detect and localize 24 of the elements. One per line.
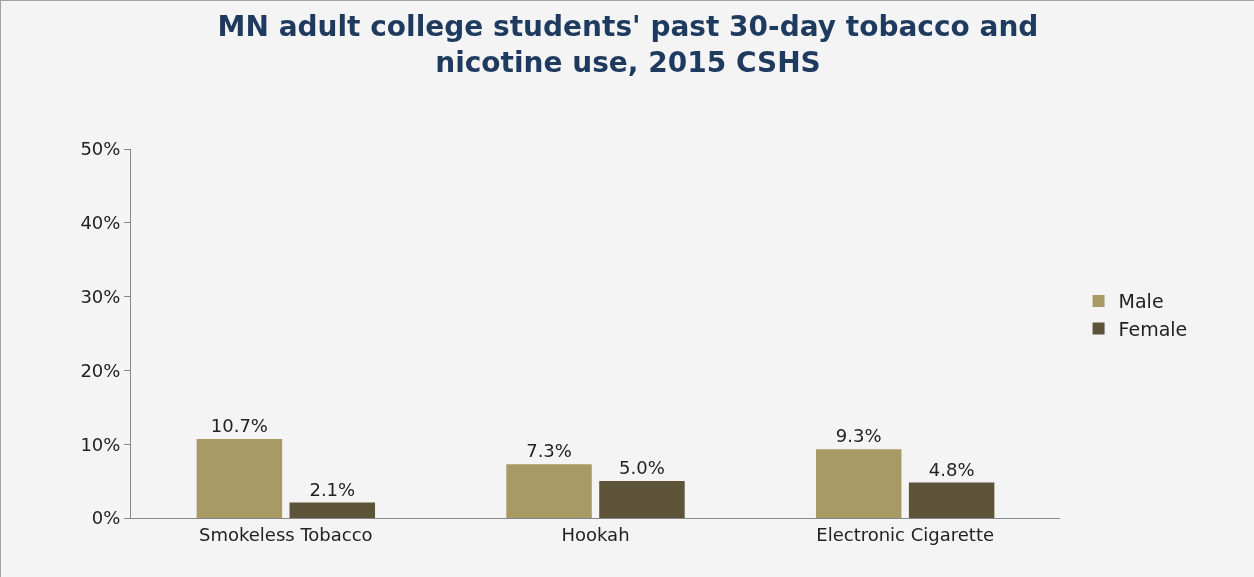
bar — [289, 502, 376, 518]
x-tick-label: Smokeless Tobacco — [199, 523, 373, 545]
chart-title: MN adult college students' past 30-day tobacco and nicotine use, 2015 CSHS — [217, 9, 1039, 80]
data-label: 4.8% — [928, 458, 975, 480]
bar — [196, 439, 283, 518]
data-label: 10.7% — [210, 415, 268, 437]
bar — [599, 481, 685, 518]
data-label: 7.3% — [526, 440, 572, 462]
legend-label: Female — [1118, 318, 1188, 341]
x-tick-label: Hookah — [561, 523, 630, 545]
bar — [815, 449, 902, 518]
y-tick-label: 50% — [80, 138, 121, 160]
data-label: 2.1% — [309, 478, 356, 500]
data-label: 9.3% — [835, 425, 882, 447]
y-tick-label: 0% — [91, 507, 121, 529]
x-tick-label: Electronic Cigarette — [816, 523, 995, 545]
bar — [908, 482, 995, 518]
y-tick-label: 10% — [80, 433, 121, 455]
legend-label: Male — [1118, 290, 1164, 313]
data-label: 5.0% — [619, 457, 665, 479]
y-tick-label: 30% — [80, 285, 121, 307]
y-tick-label: 40% — [80, 212, 121, 234]
bar — [506, 464, 592, 518]
y-tick-label: 20% — [80, 359, 121, 381]
